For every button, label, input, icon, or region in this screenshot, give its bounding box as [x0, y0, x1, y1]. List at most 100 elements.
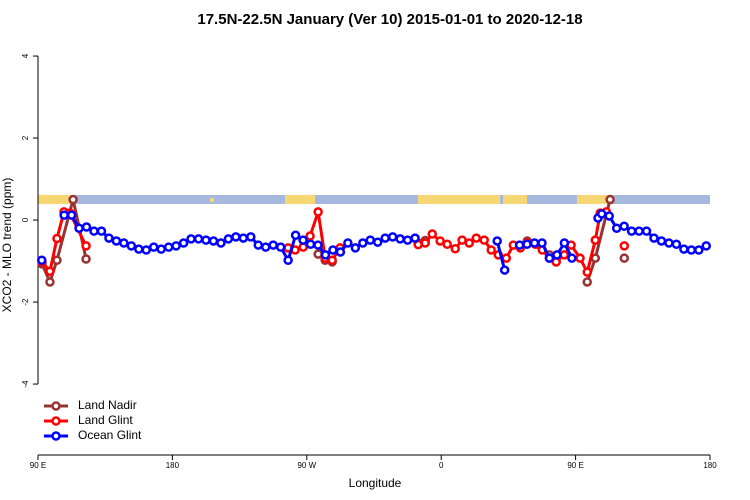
data-point — [313, 249, 323, 259]
data-point — [171, 241, 181, 251]
data-point — [59, 210, 69, 220]
data-point — [694, 245, 704, 255]
data-point — [343, 238, 353, 248]
data-point — [582, 277, 592, 287]
data-point — [686, 245, 697, 255]
data-point — [178, 238, 189, 248]
data-point — [634, 226, 644, 236]
data-point — [619, 221, 629, 231]
data-point — [141, 245, 152, 255]
data-point — [552, 250, 562, 260]
x-tick-label: 90 W — [297, 461, 316, 470]
data-point — [320, 250, 331, 260]
data-point — [604, 211, 614, 221]
data-point — [52, 233, 62, 244]
data-point — [89, 226, 99, 236]
y-tick-label: 0 — [21, 217, 30, 222]
data-point — [427, 229, 437, 239]
data-point — [290, 230, 301, 240]
data-point — [66, 210, 77, 220]
data-point — [529, 238, 540, 248]
data-point — [216, 238, 226, 248]
data-point — [664, 238, 674, 248]
data-point — [163, 242, 174, 252]
data-point — [380, 233, 390, 243]
data-point — [81, 241, 91, 251]
x-tick-label: 180 — [703, 461, 717, 470]
data-point — [514, 240, 525, 250]
data-point — [420, 238, 430, 248]
data-point — [313, 207, 323, 217]
data-point — [559, 250, 570, 260]
y-tick-label: 2 — [21, 135, 30, 140]
data-point — [350, 243, 361, 253]
data-point — [358, 238, 368, 248]
data-point — [201, 235, 211, 245]
legend-marker — [51, 431, 61, 441]
data-point — [305, 231, 315, 241]
data-point — [328, 245, 338, 255]
data-point — [501, 253, 512, 263]
data-point — [298, 235, 308, 245]
data-point — [410, 233, 420, 243]
data-point — [81, 222, 92, 232]
data-point — [231, 232, 241, 242]
data-point — [656, 236, 667, 246]
data-point — [605, 194, 615, 205]
data-point — [327, 255, 337, 265]
legend-label: Ocean Glint — [78, 428, 142, 442]
data-point — [126, 241, 137, 251]
data-point — [238, 233, 249, 243]
data-point — [52, 255, 62, 265]
data-point — [649, 233, 659, 243]
data-point — [246, 232, 256, 242]
data-point — [486, 245, 496, 255]
data-point — [619, 253, 630, 263]
data-point — [582, 267, 592, 277]
data-point — [590, 253, 601, 263]
x-tick-label: 180 — [166, 461, 180, 470]
legend-label: Land Glint — [78, 413, 133, 427]
data-point — [111, 236, 122, 246]
data-point — [626, 226, 637, 236]
data-point — [464, 238, 475, 248]
data-point — [387, 232, 398, 242]
data-point — [313, 240, 323, 250]
data-point — [596, 209, 607, 219]
x-tick-label: 0 — [439, 461, 444, 470]
data-point — [223, 234, 234, 244]
data-point — [559, 238, 570, 248]
data-point — [156, 244, 166, 254]
data-point — [36, 255, 47, 265]
data-point — [305, 239, 316, 249]
data-point — [537, 238, 547, 248]
data-point — [442, 239, 452, 249]
data-point — [74, 223, 84, 234]
x-tick-label: 90 E — [30, 461, 46, 470]
y-axis-label: XCO2 - MLO trend (ppm) — [0, 178, 14, 313]
x-tick-label: 90 E — [567, 461, 583, 470]
data-point — [492, 236, 502, 246]
data-point — [148, 242, 159, 252]
data-point — [499, 265, 510, 275]
data-point — [611, 223, 622, 234]
data-point — [104, 233, 114, 243]
data-point — [671, 239, 682, 249]
y-tick-label: 4 — [21, 53, 30, 58]
data-point — [701, 241, 712, 251]
data-point — [567, 253, 577, 263]
data-point — [283, 255, 293, 265]
data-point — [268, 240, 278, 250]
data-point — [395, 234, 405, 244]
legend-marker — [51, 401, 61, 411]
data-point — [575, 253, 585, 263]
data-point — [435, 236, 445, 246]
data-point — [590, 235, 601, 245]
data-point — [471, 233, 482, 243]
data-point — [45, 266, 55, 277]
data-point — [372, 237, 383, 247]
x-axis-label: Longitude — [349, 476, 402, 490]
data-point — [253, 240, 264, 250]
data-point — [450, 244, 460, 254]
